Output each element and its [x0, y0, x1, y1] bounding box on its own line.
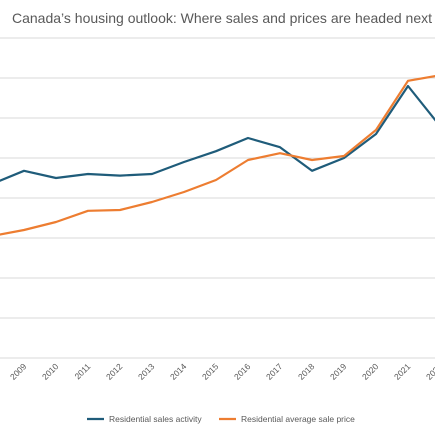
x-tick-label: 2015	[200, 361, 221, 382]
x-tick-label: 2018	[296, 361, 317, 382]
x-tick-label: 2021	[392, 361, 413, 382]
series-lines	[0, 74, 435, 236]
series-line-2	[0, 74, 435, 236]
gridlines	[0, 37, 435, 359]
x-tick-label: 2020	[360, 361, 381, 382]
x-tick-label: 2019	[328, 361, 349, 382]
x-tick-label: 2009	[8, 361, 29, 382]
x-tick-label: 2010	[40, 361, 61, 382]
series-line-1	[0, 84, 435, 182]
x-tick-label: 2017	[264, 361, 285, 382]
x-tick-label: 2012	[104, 361, 125, 382]
legend-label: Residential average sale price	[241, 414, 355, 424]
x-tick-label: 2014	[168, 361, 189, 382]
legend-label: Residential sales activity	[109, 414, 202, 424]
x-axis-tick-labels: 2009 2010 2011 2012 2013 2014 2015 2016 2017 2018…	[8, 361, 435, 382]
x-tick-label: 2013	[136, 361, 157, 382]
legend: Residential sales activity Residential av…	[87, 414, 355, 424]
chart-title: Canada’s housing outlook: Where sales an…	[12, 10, 433, 26]
x-tick-label: 2022	[424, 361, 435, 382]
x-tick-label: 2011	[72, 361, 92, 381]
x-tick-label: 2016	[232, 361, 253, 382]
